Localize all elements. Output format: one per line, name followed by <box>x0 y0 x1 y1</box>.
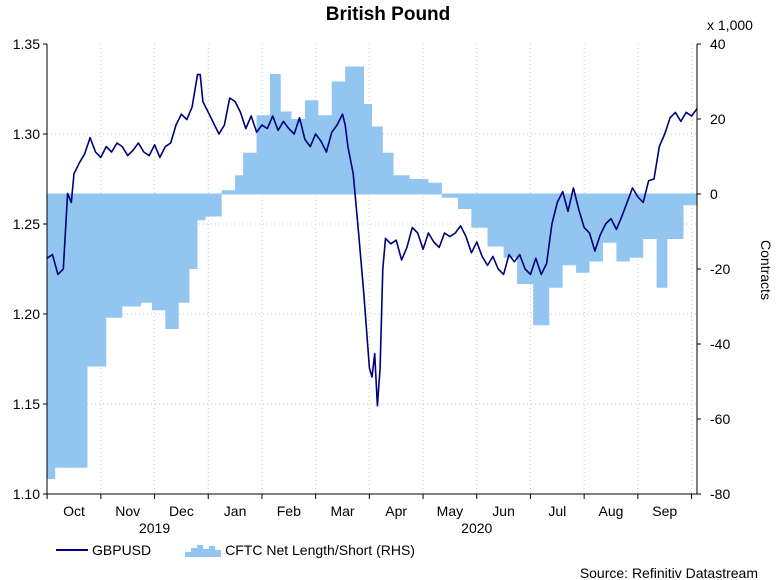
legend-swatch-line <box>56 549 88 551</box>
x-tick-label: Nov <box>115 503 140 519</box>
right-tick-label: -20 <box>710 261 730 277</box>
left-tick-label: 1.15 <box>13 396 40 412</box>
cftc-net-area <box>47 66 697 479</box>
right-axis-label: Contracts <box>758 240 774 300</box>
x-tick-label: Mar <box>330 503 354 519</box>
legend-item-cftc: CFTC Net Length/Short (RHS) <box>185 542 415 558</box>
x-tick-label: Dec <box>169 503 194 519</box>
right-tick-label: -60 <box>710 411 730 427</box>
x-tick-label: Apr <box>385 503 407 519</box>
right-axis-multiplier: x 1,000 <box>707 17 753 33</box>
legend-swatch-area <box>185 545 222 557</box>
legend-label-cftc: CFTC Net Length/Short (RHS) <box>225 542 415 558</box>
right-tick-label: -80 <box>710 486 730 502</box>
right-tick-label: 0 <box>710 186 718 202</box>
right-tick-label: 40 <box>710 36 726 52</box>
x-tick-label: Feb <box>277 503 301 519</box>
left-tick-label: 1.30 <box>13 126 40 142</box>
x-tick-label: Oct <box>63 503 85 519</box>
x-tick-label: Sep <box>652 503 677 519</box>
x-year-label: 2019 <box>139 520 170 536</box>
legend-label-gbpusd: GBPUSD <box>92 542 152 558</box>
x-tick-label: Jan <box>224 503 247 519</box>
x-tick-label: Aug <box>599 503 624 519</box>
chart-title: British Pound <box>325 4 451 25</box>
left-tick-label: 1.25 <box>13 216 40 232</box>
gbpusd-line <box>47 73 697 407</box>
right-tick-label: 20 <box>710 111 726 127</box>
right-tick-label: -40 <box>710 336 730 352</box>
left-tick-label: 1.20 <box>13 306 40 322</box>
legend-item-gbpusd: GBPUSD <box>56 542 151 558</box>
chart-legend: GBPUSD CFTC Net Length/Short (RHS) <box>56 542 449 558</box>
x-year-label: 2020 <box>461 520 492 536</box>
x-tick-label: Jun <box>492 503 515 519</box>
left-tick-label: 1.10 <box>13 486 40 502</box>
x-tick-label: Jul <box>548 503 566 519</box>
source-note: Source: Refinitiv Datastream <box>579 565 758 580</box>
x-tick-label: May <box>437 503 463 519</box>
left-tick-label: 1.35 <box>13 36 40 52</box>
